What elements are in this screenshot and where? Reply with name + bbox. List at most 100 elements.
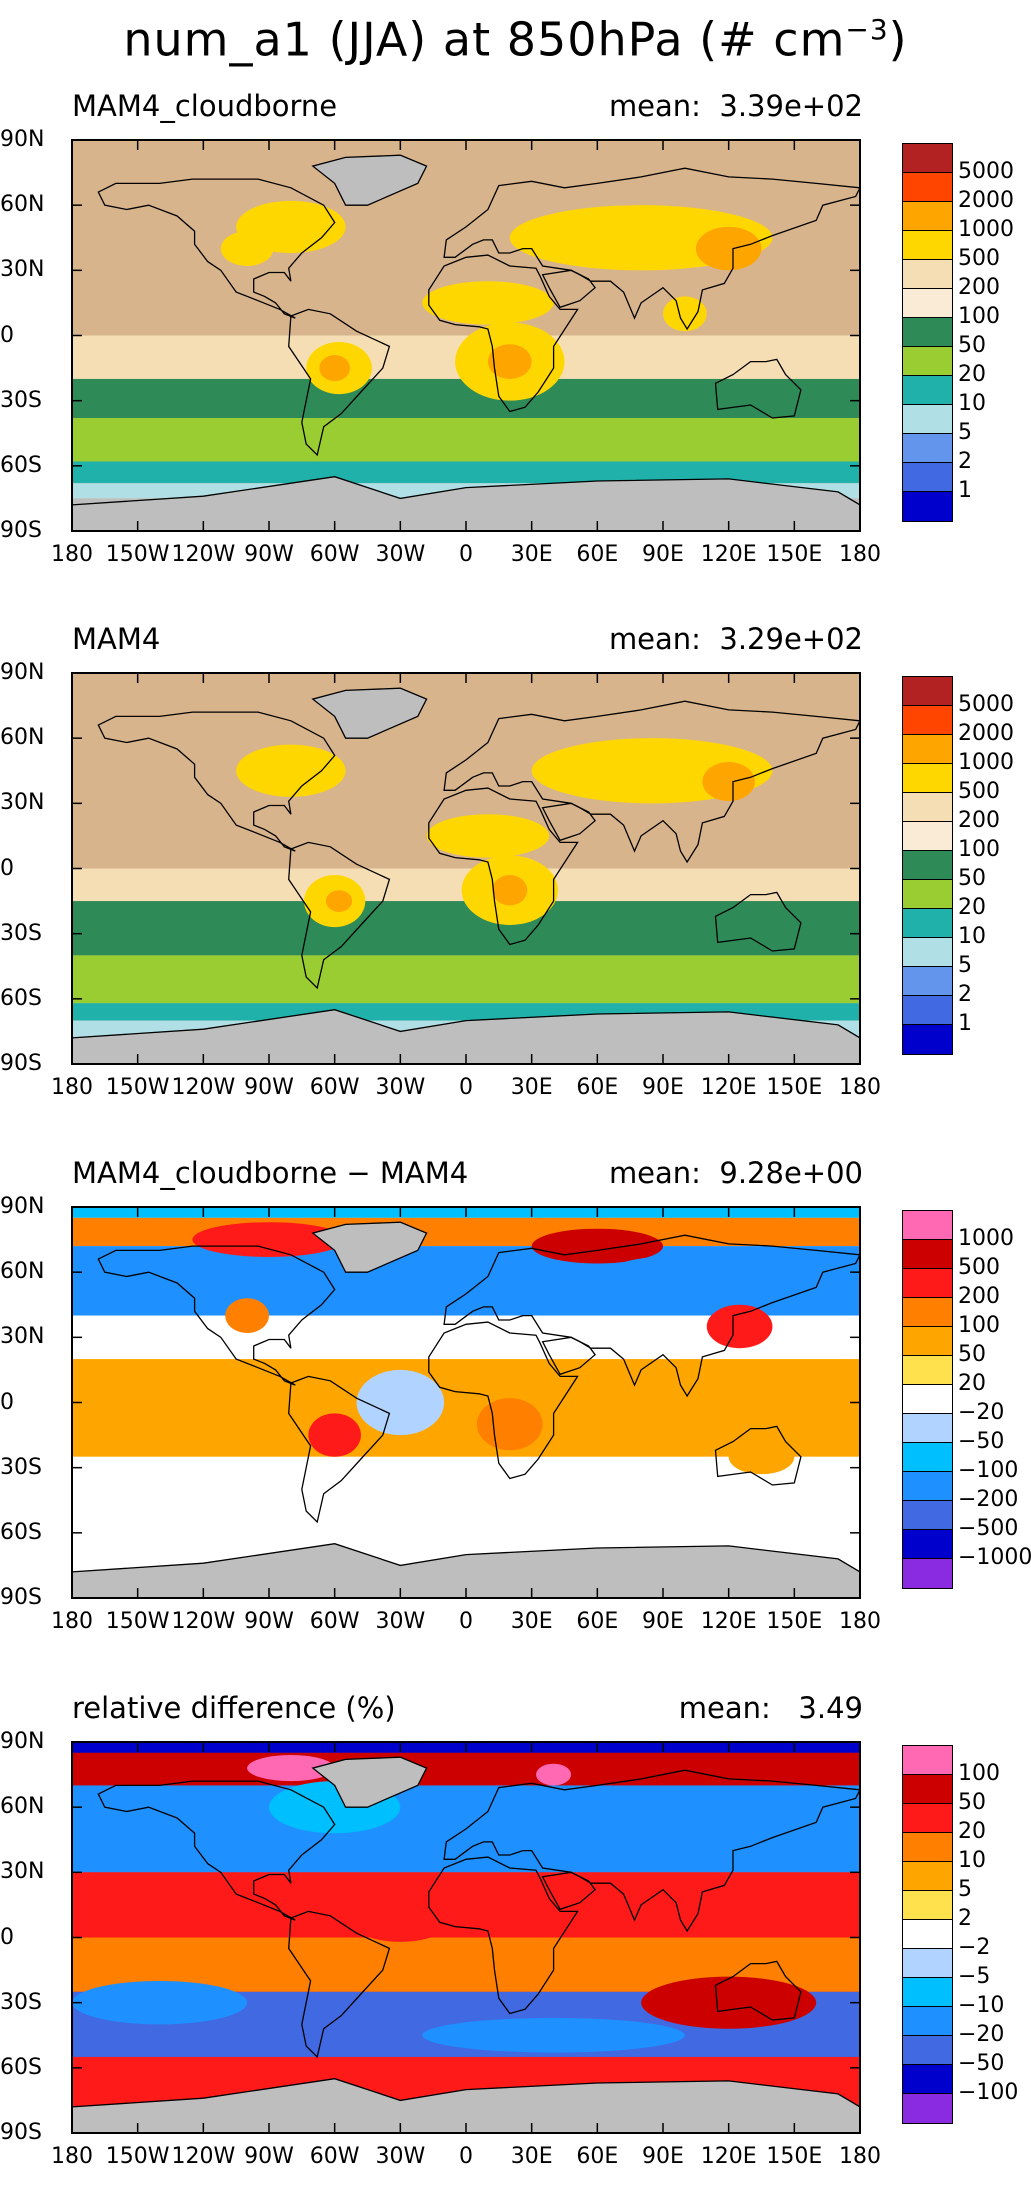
x-tick-label: 150W [105,1075,170,1100]
colorbar-swatch [903,1443,952,1472]
contour-region [706,1304,773,1349]
coastline-north-america [97,178,336,319]
colorbar-label: −1000 [958,1545,1031,1570]
panel-title: MAM4_cloudborne − MAM4 [72,1156,469,1190]
coastline-africa [428,787,579,946]
colorbar-swatch [903,1356,952,1385]
x-tick-label: 90E [642,1609,684,1634]
coastline-antarctica [72,2078,860,2133]
x-tick-label: 30W [375,2144,426,2169]
x-tick-label: 90W [244,2144,294,2169]
colorbar-label: 20 [958,1371,986,1396]
x-tick-label: 120W [171,2144,236,2169]
x-tick-label: 150W [105,2144,170,2169]
contour-region [702,762,755,802]
x-tick-label: 120E [700,542,757,567]
contour-region [236,744,346,797]
colorbar-label: 5 [958,953,972,978]
x-tick-label: 30W [375,1075,426,1100]
colorbar-swatch [903,1775,952,1804]
colorbar-swatch [903,706,952,735]
y-tick-label: 30N [0,790,45,816]
colorbar-swatch [903,1240,952,1269]
coastline-north-america [97,711,336,852]
colorbar-swatch [903,1920,952,1949]
colorbar-swatch [903,1559,952,1588]
colorbar-swatch [903,202,952,231]
contour-region [492,875,528,906]
colorbar-swatch [903,996,952,1025]
colorbar-swatch [903,793,952,822]
colorbar-label: 200 [958,275,1000,300]
x-tick-label: 90W [244,1609,294,1634]
colorbar-swatch [903,677,952,706]
map-panel: MAM4_cloudborne mean: 3.39e+02 90N 60N 30N 0 3… [0,88,1031,608]
x-tick-label: 60W [309,542,360,567]
coastline-africa [428,1856,579,2015]
coastline-europe-asia [443,1769,860,1933]
coastline-africa [428,254,579,413]
y-tick-label: 30S [0,1454,42,1480]
colorbar-label: 2 [958,982,972,1007]
colorbar-label: 100 [958,304,1000,329]
colorbar-label: 1 [958,478,972,503]
y-tick-label: 60S [0,452,42,478]
colorbar-label: 1000 [958,217,1014,242]
colorbar-swatch [903,1501,952,1530]
colorbar-label: −100 [958,1458,1019,1483]
y-tick-label: 30N [0,257,45,283]
contour-region [225,1298,269,1333]
x-tick-label: 60E [576,542,619,567]
y-tick-label: 90N [0,1729,45,1754]
contour-region [487,344,532,379]
x-tick-label: 0 [459,1075,473,1100]
y-tick-label: 60S [0,1519,42,1545]
x-tick-label: 150E [766,1075,823,1100]
colorbar-swatch [903,1804,952,1833]
x-tick-label: 120E [700,1609,757,1634]
latitude-band [72,1752,860,1786]
panel-mean: mean: 3.29e+02 [608,622,863,656]
x-tick-label: 0 [459,2144,473,2169]
coastline-south-america [288,308,391,457]
colorbar-label: 10 [958,1848,986,1873]
x-tick-label: 30E [510,1609,553,1634]
x-tick-label: 90W [244,542,294,567]
colorbar-swatch [903,1025,952,1054]
map-plot [71,139,861,532]
x-tick-label: 120W [171,1075,236,1100]
panel-title: relative difference (%) [72,1691,396,1725]
coastline-europe-asia [443,700,860,864]
y-tick-label: 60S [0,2054,42,2080]
x-tick-label: 150E [766,2144,823,2169]
contour-region [345,1889,456,1942]
colorbar-swatch [903,1327,952,1356]
x-tick-label: 30E [510,1075,553,1100]
y-tick-label: 60N [0,192,45,218]
x-tick-label: 60E [576,1075,619,1100]
coastline-arabia [541,802,596,842]
colorbar-label: 50 [958,1342,986,1367]
x-tick-label: 0 [459,542,473,567]
colorbar-swatch [903,2007,952,2036]
colorbar-swatch [903,231,952,260]
y-tick-label: 60N [0,1259,45,1285]
contour-region [597,1796,773,1862]
colorbar-label: 20 [958,362,986,387]
y-tick-label: 60N [0,725,45,751]
colorbar-swatch [903,1891,952,1920]
colorbar [902,676,953,1055]
coastline-australia [714,1960,802,2021]
x-tick-label: 180 [51,542,93,567]
coastline-antarctica [72,1543,860,1598]
colorbar-swatch [903,260,952,289]
colorbar-swatch [903,376,952,405]
map-panel: MAM4 mean: 3.29e+02 90N 60N 30N 0 30S 60S 90S 180… [0,621,1031,1141]
figure-title: num_a1 (JJA) at 850hPa (# cm−3) [123,12,908,67]
colorbar-label: 2000 [958,188,1014,213]
coastline-north-america [97,1245,336,1386]
panel-mean: mean: 9.28e+00 [608,1156,863,1190]
colorbar-swatch [903,144,952,173]
y-tick-label: 90S [0,518,42,543]
x-tick-label: 60W [309,1075,360,1100]
